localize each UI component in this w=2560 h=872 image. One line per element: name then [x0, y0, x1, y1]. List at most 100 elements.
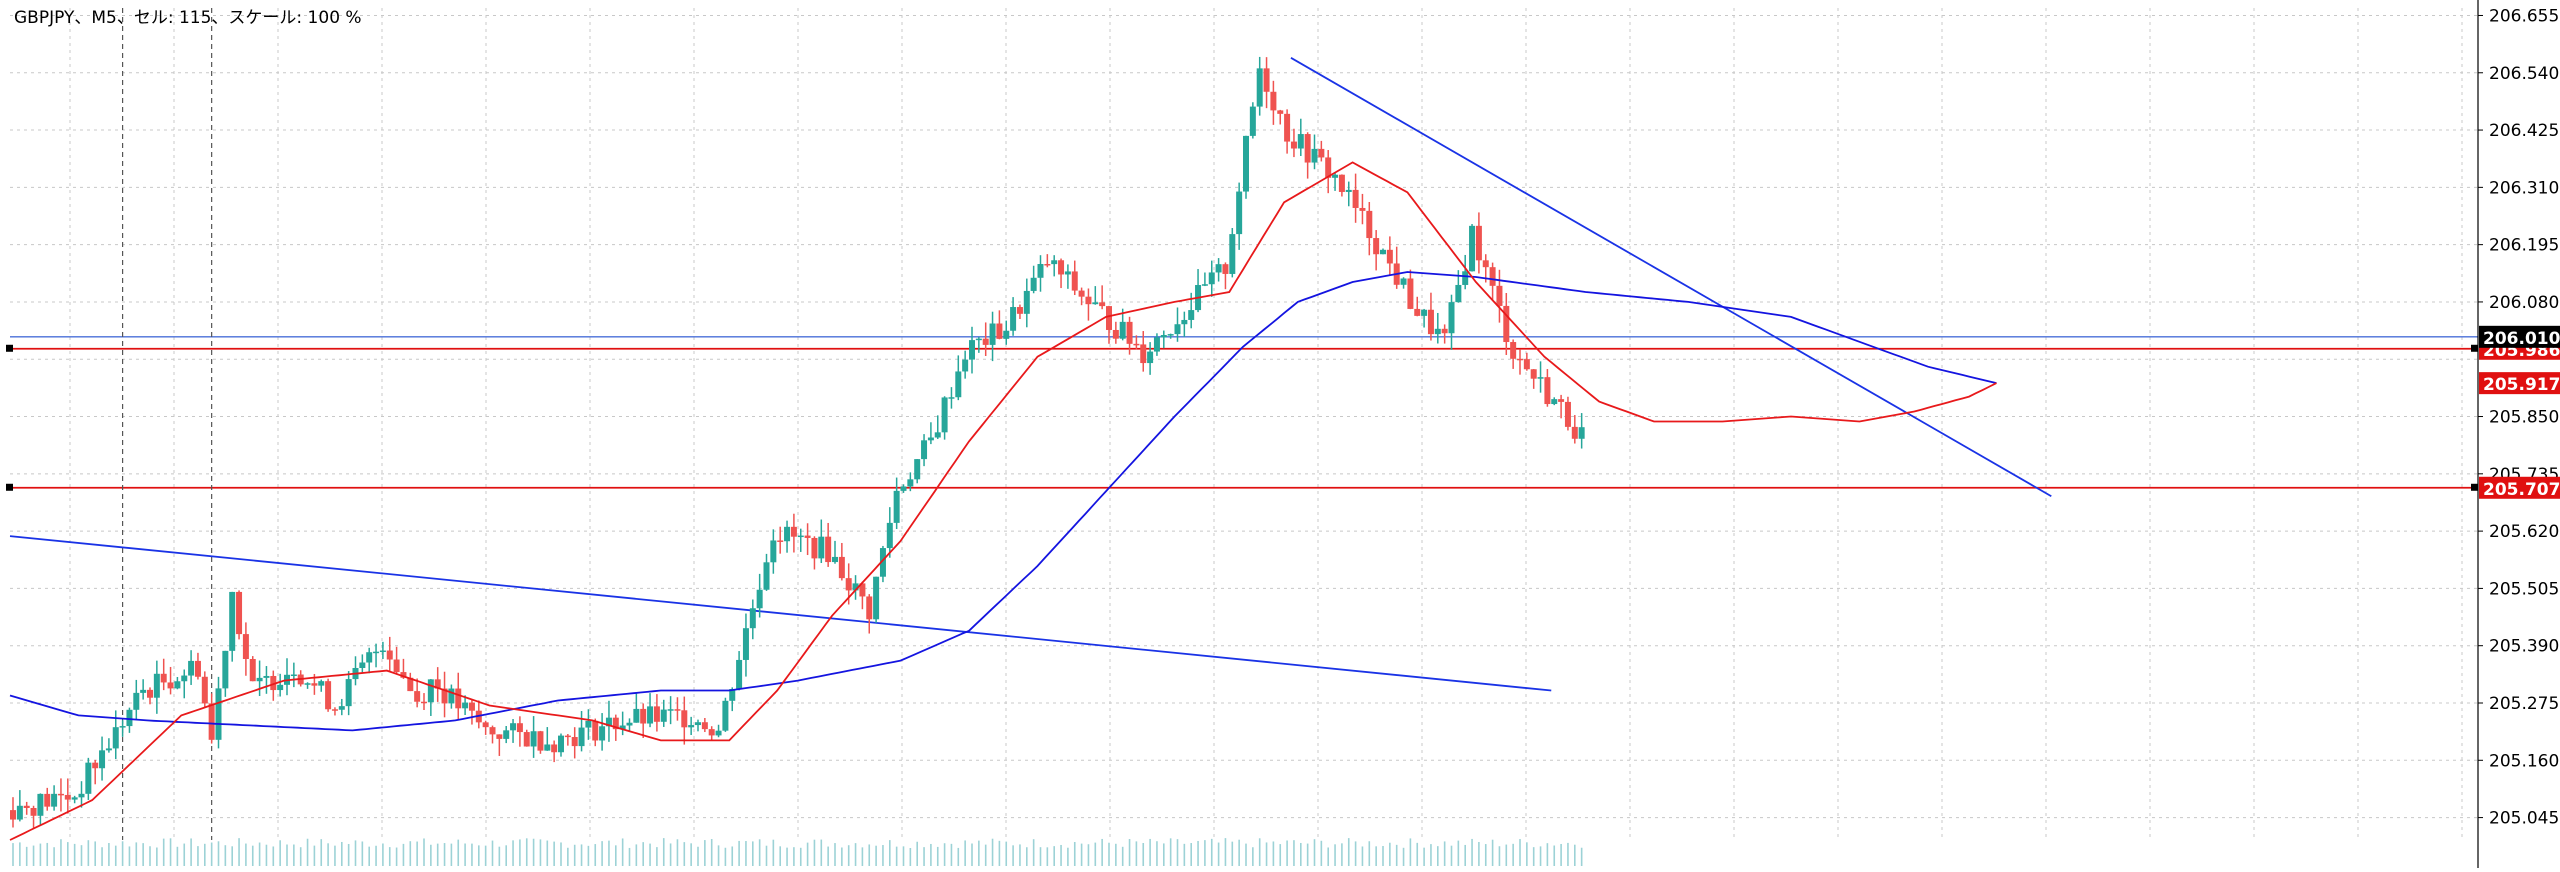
bull-candle [1010, 307, 1017, 331]
bull-candle [1551, 399, 1558, 405]
price-labels: 206.655 206.540 206.425 206.310 206.195 206.0… [2478, 6, 2560, 829]
bull-candle [503, 730, 510, 739]
bull-candle [530, 731, 537, 747]
bear-candle [1133, 343, 1140, 346]
bull-candle [955, 371, 962, 398]
y-tick-label: 206.425 [2489, 121, 2559, 141]
bull-candle [975, 338, 982, 341]
bear-candle [1441, 328, 1448, 334]
trendline[interactable] [1290, 57, 2052, 498]
bear-candle [64, 794, 71, 800]
bear-candle [1359, 207, 1366, 211]
bull-candle [1434, 328, 1441, 335]
bull-candle [1167, 334, 1174, 336]
bull-candle [688, 725, 695, 728]
bull-candle [736, 659, 743, 690]
bear-candle [1044, 263, 1051, 266]
bear-candle [1270, 91, 1277, 111]
line-handle-left[interactable] [6, 483, 13, 491]
bull-candle [37, 793, 44, 816]
bull-candle [1215, 264, 1222, 273]
bear-candle [640, 708, 647, 724]
y-tick-label: 205.275 [2489, 694, 2559, 714]
bull-candle [1037, 263, 1044, 278]
bear-candle [1277, 110, 1284, 114]
bull-candle [1469, 225, 1476, 272]
bull-candle [78, 793, 85, 798]
bull-candle [1208, 272, 1215, 285]
bull-candle [290, 674, 297, 677]
current-price-badge [2479, 325, 2560, 348]
horizontal-lines[interactable] [6, 336, 2478, 491]
bear-candle [331, 709, 338, 711]
bull-candle [660, 709, 667, 722]
bull-candle [338, 706, 345, 710]
bear-candle [400, 672, 407, 678]
bull-candle [1345, 189, 1352, 192]
bear-candle [790, 526, 797, 537]
bull-candle [893, 490, 900, 523]
bear-candle [160, 673, 167, 683]
trendlines[interactable] [9, 57, 2052, 692]
bear-candle [1016, 307, 1023, 314]
bear-candle [167, 682, 174, 689]
bull-candle [619, 725, 626, 730]
bull-candle [941, 397, 948, 433]
bear-candle [1284, 113, 1291, 142]
bear-candle [23, 805, 30, 808]
bull-candle [304, 683, 311, 685]
bear-candle [1475, 225, 1482, 261]
bear-candle [311, 683, 318, 686]
bear-candle [1530, 369, 1537, 379]
bull-candle [277, 684, 284, 691]
current-price-label: 206.010 [2483, 329, 2560, 349]
line-handle-right[interactable] [2471, 483, 2478, 491]
bull-candle [1119, 321, 1126, 339]
trendline[interactable] [9, 535, 1552, 692]
bull-candle [1201, 284, 1208, 286]
bear-candle [982, 338, 989, 345]
bear-candle [1373, 238, 1380, 255]
bull-candle [749, 608, 756, 629]
bull-candle [1455, 284, 1462, 303]
bull-candle [1332, 174, 1339, 178]
bear-candle [270, 675, 277, 691]
bull-candle [427, 679, 434, 703]
bull-candle [763, 562, 770, 590]
ma-value-label: 205.917 [2483, 375, 2560, 395]
bull-candle [989, 323, 996, 345]
y-tick-label: 206.310 [2489, 178, 2559, 198]
bull-candle [1064, 271, 1071, 275]
line-handle-left[interactable] [6, 344, 13, 352]
bull-candle [729, 689, 736, 701]
bear-candle [482, 722, 489, 728]
bull-candle [1578, 427, 1585, 439]
bull-candle [715, 730, 722, 736]
bull-candle [1462, 271, 1469, 285]
candles [10, 56, 1585, 829]
bear-candle [1482, 260, 1489, 268]
bear-candle [441, 688, 448, 704]
bull-candle [927, 437, 934, 441]
bull-candle [948, 397, 955, 399]
bull-candle [263, 675, 270, 678]
bear-candle [468, 702, 475, 711]
bull-candle [229, 591, 236, 651]
bull-candle [16, 805, 23, 820]
bear-candle [489, 727, 496, 735]
bull-candle [578, 727, 585, 747]
bull-candle [832, 556, 838, 563]
bear-candle [537, 731, 544, 751]
line-handle-right[interactable] [2471, 344, 2478, 352]
bull-candle [722, 700, 729, 731]
bear-candle [30, 807, 37, 816]
bull-candle [1256, 68, 1263, 107]
bear-candle [1058, 260, 1065, 275]
bear-candle [434, 679, 441, 689]
bear-candle [1407, 278, 1414, 309]
bear-candle [571, 737, 578, 747]
bear-candle [1352, 189, 1359, 208]
bear-candle [1558, 399, 1565, 402]
